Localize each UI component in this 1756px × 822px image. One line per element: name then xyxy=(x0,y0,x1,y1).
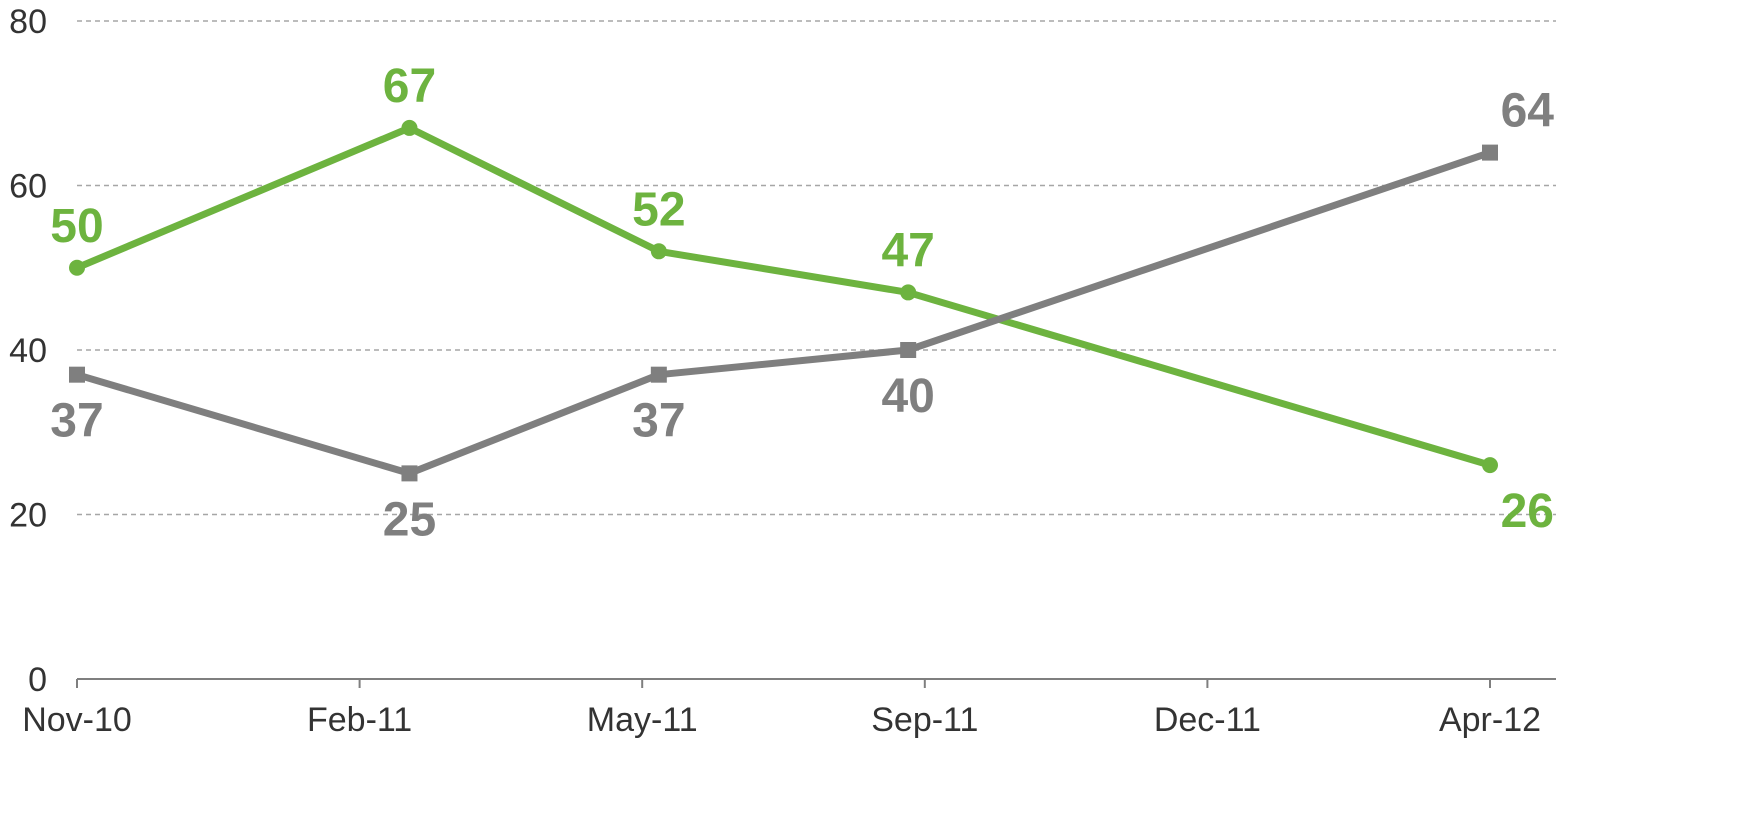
x-tick-label: May-11 xyxy=(587,701,698,739)
series-line-1 xyxy=(73,124,1494,469)
gridlines xyxy=(77,20,1556,516)
y-tick-label: 20 xyxy=(9,497,47,535)
data-point xyxy=(401,119,418,136)
x-tick-label: Sep-11 xyxy=(871,701,978,739)
data-label: 25 xyxy=(383,493,436,546)
data-point xyxy=(650,366,667,383)
series xyxy=(69,119,1498,482)
y-tick-label: 40 xyxy=(9,332,47,370)
data-label: 67 xyxy=(383,60,436,113)
data-label: 64 xyxy=(1501,85,1555,138)
y-tick-label: 0 xyxy=(28,661,47,699)
data-label: 50 xyxy=(50,200,103,253)
data-labels: 50 67 52 47 26 37 25 37 40 64 xyxy=(50,60,1554,546)
data-point xyxy=(650,243,667,260)
data-label: 37 xyxy=(632,395,685,448)
y-tick-label: 60 xyxy=(9,168,47,206)
data-point xyxy=(1482,457,1498,474)
data-point xyxy=(401,465,418,482)
data-label: 26 xyxy=(1501,485,1554,538)
data-point xyxy=(900,284,917,301)
data-point xyxy=(69,366,85,383)
data-point xyxy=(69,259,85,276)
y-tick-label: 80 xyxy=(9,3,47,41)
data-label: 47 xyxy=(881,224,934,277)
data-label: 40 xyxy=(881,370,934,423)
series-line-2 xyxy=(73,149,1494,477)
data-point xyxy=(1482,144,1498,161)
x-tick-label: Apr-12 xyxy=(1439,701,1541,739)
x-tick-label: Feb-11 xyxy=(307,701,412,739)
data-point xyxy=(900,342,917,358)
data-label: 37 xyxy=(50,395,103,448)
axes: 0 20 40 60 80 Nov-10 Feb-11 May-11 Sep-11 Dec-11 A… xyxy=(9,3,1556,739)
x-tick-label: Dec-11 xyxy=(1154,701,1261,739)
x-tick-label: Nov-10 xyxy=(22,701,132,739)
data-label: 52 xyxy=(632,183,685,236)
